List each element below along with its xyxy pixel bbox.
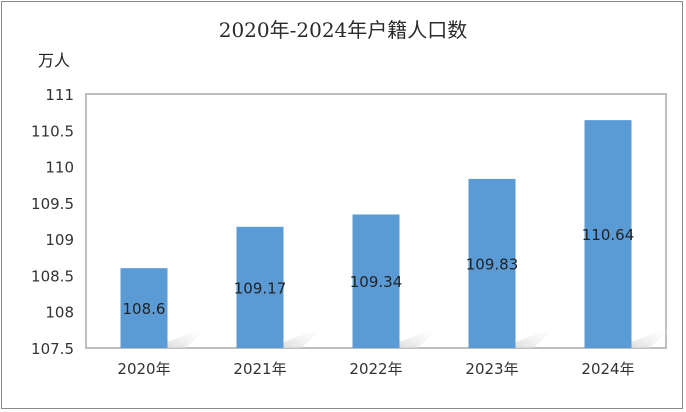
bar-shadow <box>399 326 442 348</box>
plot-area: 107.5 108 108.5 109 109.5 110 110.5 111 108.6 202… <box>31 86 674 378</box>
x-tick-label: 2023年 <box>465 360 518 378</box>
x-tick-label: 2021年 <box>233 360 286 378</box>
y-tick-label: 111 <box>45 86 74 104</box>
data-label: 110.64 <box>582 226 635 244</box>
y-tick-label: 109 <box>45 231 74 249</box>
data-label: 109.83 <box>466 255 519 273</box>
y-tick-label: 109.5 <box>31 195 74 213</box>
y-tick-label: 107.5 <box>31 340 74 358</box>
y-tick-label: 110 <box>45 159 74 177</box>
bar-shadow <box>167 326 210 348</box>
bar-shadow <box>515 326 558 348</box>
bar-shadow <box>631 326 674 348</box>
bar-shadow <box>283 326 326 348</box>
bar <box>120 268 168 348</box>
x-tick-label: 2024年 <box>581 360 634 378</box>
x-tick-label: 2022年 <box>349 360 402 378</box>
bar <box>584 120 632 348</box>
data-label: 108.6 <box>123 300 166 318</box>
y-axis-unit-label: 万人 <box>38 51 70 70</box>
chart-title: 2020年-2024年户籍人口数 <box>219 18 468 42</box>
y-tick-label: 108.5 <box>31 267 74 285</box>
x-tick-label: 2020年 <box>117 360 170 378</box>
bar <box>236 226 284 348</box>
bar <box>352 214 400 348</box>
data-label: 109.17 <box>234 279 287 297</box>
bar <box>468 178 516 348</box>
data-label: 109.34 <box>350 273 403 291</box>
y-tick-label: 110.5 <box>31 122 74 140</box>
y-tick-label: 108 <box>45 304 74 322</box>
